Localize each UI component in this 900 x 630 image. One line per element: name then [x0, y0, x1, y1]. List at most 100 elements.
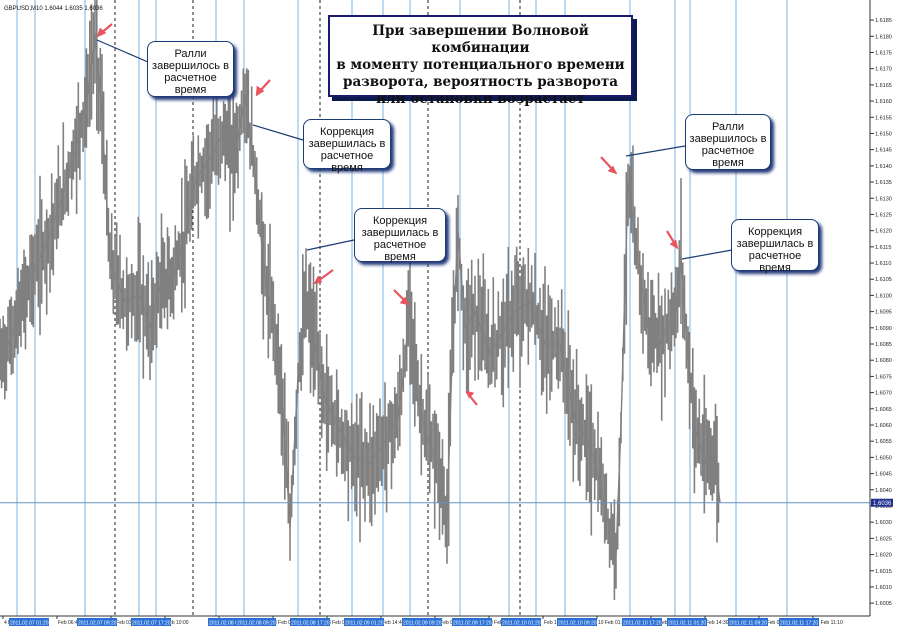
price-tick-label: 1.6020: [875, 553, 892, 559]
time-tick-label: 8 Feb 07:00: [328, 620, 355, 626]
time-tick-label: 8 Feb 00:00: [274, 620, 301, 626]
connector-5: [681, 249, 733, 260]
time-marker-label: 2011.02.10 01:20: [502, 621, 541, 627]
price-tick-label: 1.6055: [875, 439, 892, 445]
callout-line: расчетное: [164, 72, 217, 84]
price-tick-label: 1.6045: [875, 472, 892, 478]
chart-header: GBPUSD,M10 1.6044 1.6035 1.6036: [4, 6, 103, 12]
price-tick-label: 1.6050: [875, 455, 892, 461]
callout-line: Ралли: [174, 48, 207, 60]
time-tick-label: Feb 14:30: [706, 620, 729, 626]
price-tick-label: 1.6145: [875, 148, 892, 154]
callout-line: завершилось в: [689, 133, 767, 145]
time-marker-label: 2011.02.08 09:20: [237, 621, 276, 627]
price-series: [0, 0, 721, 600]
price-tick-label: 1.6105: [875, 277, 892, 283]
arrow-icon: [666, 230, 679, 250]
callout-line: расчетное: [320, 150, 374, 162]
time-marker-label: 2011.02.07 09:20: [78, 621, 117, 627]
time-marker-label-bg: [236, 618, 276, 626]
time-marker-label-bg: [9, 618, 49, 626]
callout-rally-2: Ралли завершилось в расчетное время: [685, 114, 771, 170]
time-marker-label: 2011.02.10 09:20: [558, 621, 597, 627]
price-axis: 1.6185 1.6180 1.6175 1.6170 1.6165 1.6160 1.61…: [870, 18, 892, 607]
main-note-line: При завершении Волновой комбинации: [372, 23, 589, 56]
callout-line: время: [174, 84, 207, 96]
time-tick-label: 10 Feb 07:40: [652, 620, 682, 626]
price-tick-label: 1.6080: [875, 358, 892, 364]
price-tick-label: 1.6175: [875, 50, 892, 56]
callout-line: завершилась в: [361, 227, 439, 239]
connector-4: [625, 145, 686, 157]
price-tick-label: 1.6030: [875, 520, 892, 526]
callout-line: расчетное: [748, 250, 802, 262]
time-tick-label: 11 Feb 04:20: [760, 620, 789, 626]
callout-line: время: [384, 251, 416, 263]
main-note-line: разворота, вероятность разворота: [343, 74, 618, 90]
callout-line: Коррекция: [372, 215, 428, 227]
time-marker-label: 2011.02.08 17:20: [291, 621, 330, 627]
arrow-icon: [313, 269, 334, 285]
price-tick-label: 1.6005: [875, 601, 892, 607]
price-tick-label: 1.6040: [875, 488, 892, 494]
price-tick-label: 1.6165: [875, 83, 892, 89]
time-marker-label: 2011.02.07 01:20: [10, 621, 49, 627]
price-tick-label: 1.6090: [875, 326, 892, 332]
price-tick-label: 1.6100: [875, 293, 892, 299]
price-tick-label: 1.6085: [875, 342, 892, 348]
price-tick-label: 1.6170: [875, 67, 892, 73]
time-marker-label-bg: [208, 618, 248, 626]
callout-rally-1: Ралли завершилось в расчетное время: [147, 41, 234, 97]
price-tick-label: 1.6095: [875, 310, 892, 316]
time-marker-label-bg: [779, 618, 819, 626]
turn-arrows: [96, 23, 679, 406]
time-tick-label: 7 Feb 03:20: [112, 620, 139, 626]
callout-line: расчетное: [373, 239, 427, 251]
main-note-line: или остановки возрастает: [376, 91, 585, 107]
time-tick-label: Feb 14:40: [382, 620, 405, 626]
time-marker-label: 2011.02.07 17:20: [132, 621, 171, 627]
time-marker-label-bg: [452, 618, 492, 626]
callout-line: время: [712, 157, 744, 169]
price-tick-label: 1.6035: [875, 504, 892, 510]
time-marker-label: 2011.02.09 01:20: [345, 621, 384, 627]
time-marker-label-bg: [501, 618, 541, 626]
connector-2: [252, 124, 304, 141]
time-marker-label: 2011.02.09 17:20: [453, 621, 492, 627]
time-marker-label: 2011.02.10 17:20: [623, 621, 662, 627]
arrow-icon: [393, 289, 410, 306]
time-marker-label-bg: [622, 618, 662, 626]
connector-3: [306, 239, 355, 251]
price-tick-label: 1.6150: [875, 131, 892, 137]
callout-correction-2: Коррекция завершилась в расчетное время: [354, 208, 446, 263]
price-tick-label: 1.6180: [875, 34, 892, 40]
time-marker-label: 2011.02.11 01:20: [668, 621, 706, 627]
time-tick-label: Feb 10:00: [166, 620, 189, 626]
main-note-box: При завершении Волновой комбинации в мом…: [328, 15, 633, 107]
connector-1: [96, 39, 149, 63]
price-tick-label: 1.6160: [875, 99, 892, 105]
arrow-icon: [465, 390, 478, 406]
time-marker-label: 2011.02.09 09:20: [403, 621, 442, 627]
price-tick-label: 1.6110: [875, 261, 891, 267]
callout-line: Ралли: [711, 121, 745, 133]
time-marker-label: 2011.02.11 17:20: [780, 621, 818, 627]
current-price-tag-text: 1.6036: [873, 501, 892, 507]
time-marker-label-bg: [344, 618, 384, 626]
price-tick-label: 1.6185: [875, 18, 892, 24]
time-marker-label-bg: [290, 618, 330, 626]
time-marker-label-bg: [77, 618, 117, 626]
price-tick-label: 1.6060: [875, 423, 892, 429]
time-marker-label: 2011.02.08 01:20: [209, 621, 248, 627]
callout-connectors: [96, 39, 733, 260]
arrow-icon: [96, 23, 113, 38]
price-tick-label: 1.6155: [875, 115, 892, 121]
price-tick-label: 1.6070: [875, 391, 892, 397]
time-marker-label-bg: [131, 618, 171, 626]
callout-line: завершилось в: [152, 60, 229, 72]
price-tick-label: 1.6025: [875, 536, 892, 542]
time-tick-label: Feb 18:00: [544, 620, 567, 626]
time-tick-label: 11 Feb 11:10: [814, 620, 843, 626]
